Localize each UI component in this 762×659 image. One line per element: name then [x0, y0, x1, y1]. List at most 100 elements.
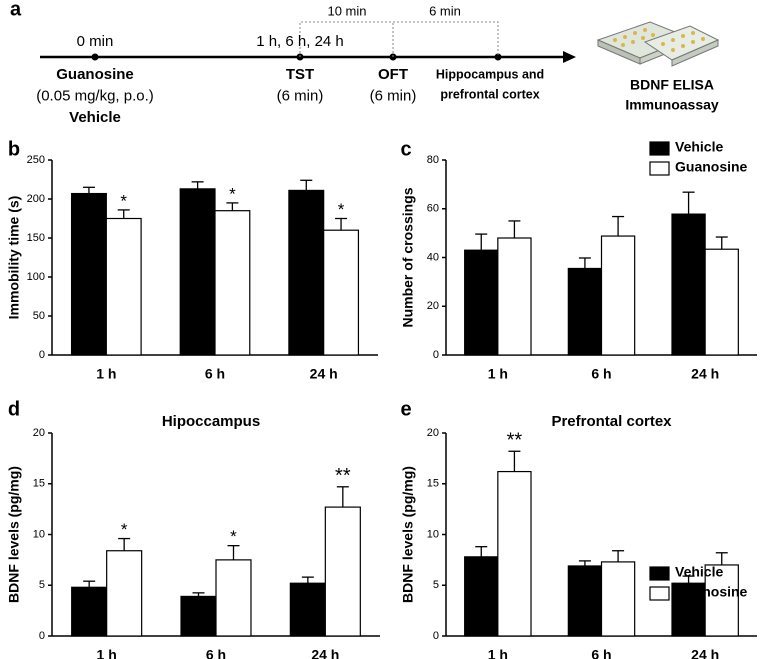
y-tick-label: 0 [39, 349, 45, 361]
endpoint-label: Immunoassay [625, 97, 719, 113]
y-tick-label: 40 [427, 251, 439, 263]
y-tick-label: 20 [427, 300, 439, 312]
x-tick-label: 6 h [591, 647, 611, 659]
bar [497, 237, 532, 356]
interval-label: 10 min [327, 3, 366, 18]
step-label: OFT [378, 66, 408, 83]
x-tick-label: 6 h [205, 366, 225, 382]
x-tick-label: 1 h [96, 366, 116, 382]
y-tick-label: 5 [433, 579, 439, 591]
bar [567, 267, 603, 356]
legend-label: Guanosine [675, 159, 748, 175]
bar [704, 564, 739, 637]
step-label: Guanosine [56, 66, 134, 83]
bar [215, 559, 252, 637]
y-axis-label: Number of crossings [400, 187, 416, 327]
time-label: 1 h, 6 h, 24 h [256, 33, 344, 50]
y-tick-label: 20 [33, 427, 45, 439]
bar [671, 213, 706, 356]
y-axis-label: Immobility time (s) [6, 196, 22, 320]
legend-label: Vehicle [675, 564, 723, 580]
bar [567, 565, 603, 637]
step-label: Vehicle [69, 109, 121, 126]
bar [324, 506, 361, 637]
step-label: prefrontal cortex [440, 87, 539, 101]
plate-icon [596, 21, 720, 67]
legend-label: Vehicle [675, 139, 723, 155]
panel-label: c [400, 138, 411, 160]
y-axis-label: BDNF levels (pg/mg) [400, 466, 416, 603]
interval-bracket [299, 21, 499, 57]
y-tick-label: 200 [27, 193, 45, 205]
significance-mark: * [338, 200, 345, 219]
step-label: Hippocampus and [436, 67, 544, 81]
x-tick-label: 1 h [488, 366, 508, 382]
y-tick-label: 80 [427, 154, 439, 166]
y-tick-label: 0 [433, 349, 439, 361]
bar [214, 210, 251, 356]
y-tick-label: 5 [39, 579, 45, 591]
y-tick-label: 150 [27, 232, 45, 244]
y-tick-label: 0 [433, 630, 439, 642]
x-tick-label: 24 h [691, 366, 719, 382]
interval-label: 6 min [429, 3, 461, 18]
y-tick-label: 10 [33, 528, 45, 540]
legend-label: Guanosine [675, 584, 748, 600]
timeline-dot [91, 53, 99, 61]
significance-mark: ** [335, 465, 351, 487]
bar [288, 189, 325, 356]
y-tick-label: 20 [427, 427, 439, 439]
bar [180, 595, 217, 637]
significance-mark: * [121, 520, 128, 539]
x-tick-label: 24 h [691, 647, 719, 659]
panel-label: a [10, 0, 22, 20]
bar [704, 248, 739, 356]
x-tick-label: 6 h [591, 366, 611, 382]
step-label: TST [286, 66, 314, 83]
significance-mark: * [120, 191, 127, 210]
endpoint-label: BDNF ELISA [630, 77, 714, 93]
x-tick-label: 6 h [206, 647, 226, 659]
bar [464, 249, 499, 356]
legend-swatch [649, 141, 670, 156]
bar [289, 582, 326, 637]
y-tick-label: 250 [27, 154, 45, 166]
bar [106, 550, 143, 637]
y-tick-label: 0 [39, 630, 45, 642]
step-label: (6 min) [370, 87, 417, 104]
panel-label: e [400, 398, 411, 420]
x-tick-label: 24 h [311, 647, 339, 659]
legend-swatch [649, 566, 670, 581]
step-label: (0.05 mg/kg, p.o.) [36, 87, 154, 104]
x-tick-label: 24 h [310, 366, 338, 382]
y-tick-label: 15 [33, 478, 45, 490]
time-label: 0 min [77, 33, 114, 50]
significance-mark: * [229, 184, 236, 203]
panel-label: b [8, 138, 20, 160]
panel-label: d [8, 398, 20, 420]
x-tick-label: 1 h [97, 647, 117, 659]
bar [671, 582, 706, 637]
bar [497, 470, 532, 637]
y-axis-label: BDNF levels (pg/mg) [6, 466, 22, 603]
bar [464, 556, 499, 637]
bar [70, 192, 107, 356]
bar [323, 229, 360, 356]
y-tick-label: 100 [27, 271, 45, 283]
chart-title: Hipoccampus [162, 413, 260, 430]
y-tick-label: 50 [33, 310, 45, 322]
significance-mark: ** [507, 430, 523, 452]
timeline-arrow [563, 51, 576, 63]
bar [179, 188, 216, 356]
step-label: (6 min) [277, 87, 324, 104]
significance-mark: * [230, 527, 237, 546]
chart-title: Prefrontal cortex [551, 413, 672, 430]
x-tick-label: 1 h [488, 647, 508, 659]
bar [600, 561, 636, 637]
timeline-dot [494, 53, 502, 61]
bar [71, 586, 108, 637]
bar [600, 235, 636, 356]
legend-swatch [649, 586, 670, 601]
legend-swatch [649, 161, 670, 176]
